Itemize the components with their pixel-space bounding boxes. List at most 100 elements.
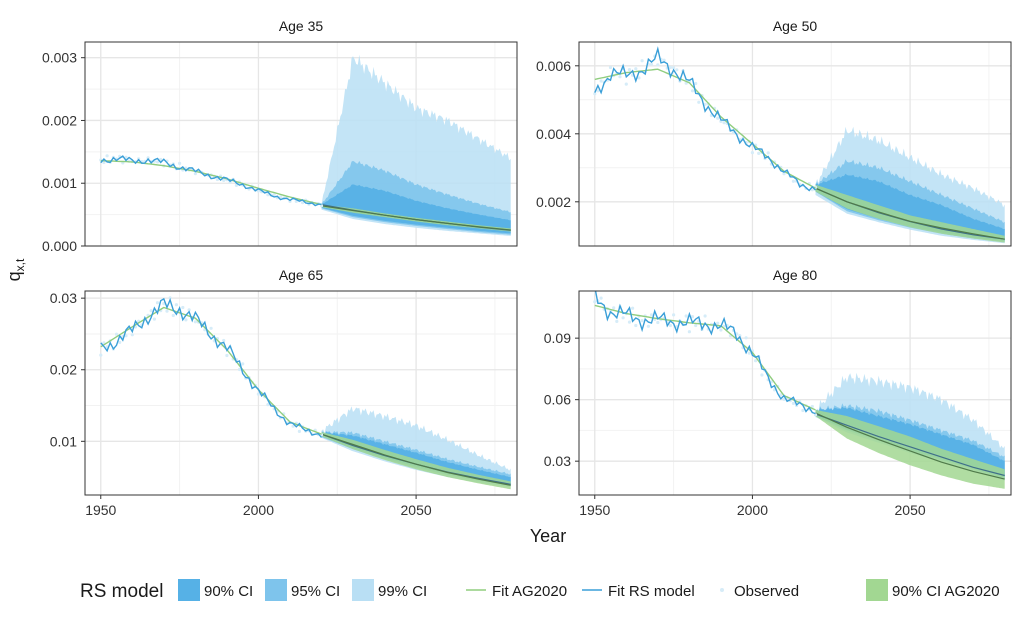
y-tick-label: 0.006 [536,58,571,74]
y-tick-label: 0.03 [544,453,571,469]
legend-item-obs: Observed [720,583,799,600]
observed-point [149,309,153,313]
observed-point [631,306,635,310]
observed-point [133,325,138,329]
observed-point [99,353,103,357]
y-tick-label: 0.000 [42,238,77,254]
observed-point [690,89,695,93]
panel-2: Age 50 0.002 0.004 0.006 [536,18,1012,247]
x-tick-label: 2000 [243,502,274,518]
x-axis-title: Year [530,526,566,546]
observed-point [744,336,748,340]
observed-point [646,324,651,328]
observed-point [810,404,814,409]
observed-point [779,393,783,397]
observed-point [241,362,245,366]
panel-title: Age 80 [773,267,818,283]
observed-point [599,296,603,300]
observed-point [618,75,622,79]
observed-point [596,89,600,93]
observed-point [703,102,707,106]
y-axis-title-main: q [4,271,24,281]
observed-point [114,332,119,336]
observed-point [178,161,182,165]
forecast-median-ag [815,187,1005,240]
y-tick-label: 0.001 [42,175,77,191]
x-tick-label: 2050 [895,502,926,518]
fit-ag2020-line [100,159,322,206]
observed-point [627,68,632,72]
y-tick-label: 0.03 [50,290,77,306]
observed-point [159,157,163,162]
panel-4: Age 80 0.03 0.06 0.09 1950 2000 2050 [544,267,1012,518]
x-tick-label: 1950 [85,502,116,518]
plot-area [593,291,1005,489]
observed-point [687,330,692,334]
x-tick-label: 2050 [401,502,432,518]
observed-point [624,82,628,86]
observed-point [155,301,160,305]
observed-point [668,323,673,328]
plot-area [99,296,511,490]
observed-point [675,68,679,72]
legend-item-rs95: 95% CI [265,579,340,601]
legend-item-rs90: 90% CI [178,579,253,601]
observed-point [193,172,197,176]
y-tick-label: 0.003 [42,50,77,66]
observed-point [801,408,805,413]
observed-point [656,63,660,67]
panel-border [84,290,518,496]
observed-point [703,314,707,318]
observed-point [690,315,695,319]
x-tick-label: 2000 [737,502,768,518]
panel-3: Age 65 0.01 0.02 0.03 1950 2000 2050 [50,267,518,518]
observed-point [791,401,796,405]
panel-border [578,41,1012,247]
observed-point [118,340,122,344]
y-tick-label: 0.01 [50,433,77,449]
legend-title: RS model [80,581,163,602]
y-tick-label: 0.002 [536,194,571,210]
observed-point [234,183,238,187]
observed-point [105,154,109,158]
observed-point [171,313,175,318]
y-tick-label: 0.06 [544,392,571,408]
observed-point [719,328,723,332]
observed-point [634,323,638,328]
legend-label: Observed [734,583,799,600]
x-tick-label: 1950 [579,502,610,518]
y-tick-label: 0.004 [536,126,571,142]
fit-rs-line [100,297,323,438]
observed-point [165,309,169,313]
observed-point [754,359,758,363]
observed-point [608,65,613,70]
observed-point [766,151,770,155]
panel-1: Age 35 0.000 0.001 0.002 0.003 [42,18,518,254]
observed-point [209,326,213,330]
legend-key-swatch [866,579,888,601]
forecast-median-ag [815,412,1005,480]
observed-point [738,334,742,338]
observed-point [152,317,156,321]
observed-point [750,151,755,155]
observed-point [599,79,603,83]
observed-point [662,58,666,62]
observed-point [791,179,796,183]
legend: RS model 90% CI 95% CI 99% CI Fit AG2020 Fit… [80,579,1000,602]
y-axis-title: qx,t [4,258,27,281]
observed-point [649,62,654,66]
observed-point [627,320,632,324]
observed-point [694,81,698,86]
observed-point [168,296,172,300]
plot-area [99,54,511,236]
observed-point [181,305,185,310]
observed-point [593,300,597,304]
band-ag-90 [815,409,1005,489]
observed-point [130,333,134,337]
observed-point [649,313,654,317]
plot-area [593,46,1005,244]
observed-point [716,321,720,325]
observed-point [237,367,242,372]
observed-point [291,424,295,428]
